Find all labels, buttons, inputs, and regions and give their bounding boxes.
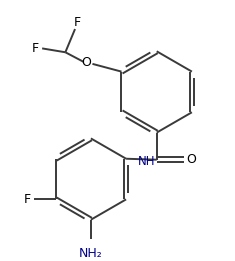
- Text: NH: NH: [137, 155, 155, 168]
- Text: F: F: [73, 16, 81, 29]
- Text: O: O: [187, 153, 196, 166]
- Text: F: F: [32, 42, 39, 55]
- Text: F: F: [24, 193, 31, 206]
- Text: NH₂: NH₂: [79, 247, 103, 260]
- Text: O: O: [82, 56, 92, 69]
